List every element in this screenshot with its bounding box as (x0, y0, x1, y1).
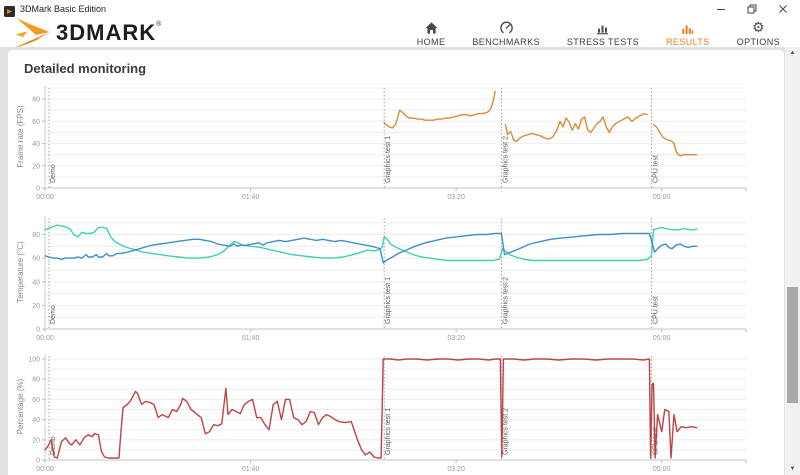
window-controls (715, 4, 800, 14)
svg-text:CPU test: CPU test (652, 296, 659, 324)
svg-text:100: 100 (28, 357, 40, 364)
svg-text:60: 60 (32, 119, 40, 126)
svg-text:03:20: 03:20 (447, 335, 465, 342)
logo-text: 3DMARK (56, 20, 157, 45)
svg-text:00:00: 00:00 (36, 466, 54, 473)
svg-text:80: 80 (32, 97, 40, 104)
nav-stress-tests[interactable]: STRESS TESTS (567, 20, 639, 47)
svg-text:Graphics test 1: Graphics test 1 (385, 277, 392, 324)
home-icon (424, 20, 439, 35)
svg-text:60: 60 (32, 397, 40, 404)
svg-text:Percentage (%): Percentage (%) (16, 378, 25, 434)
nav-results[interactable]: RESULTS (666, 20, 710, 47)
svg-text:20: 20 (32, 303, 40, 310)
gauge-icon (499, 20, 514, 35)
svg-text:40: 40 (32, 279, 40, 286)
frame-rate-chart: 0 20 40 60 80 00:00 01:40 03:20 05:00 Demo Graphic… (16, 86, 747, 201)
nav-stress-tests-label: STRESS TESTS (566, 37, 640, 47)
content-area: Detailed monitoring 0 20 40 60 80 00:00 01:40 0… (0, 47, 800, 475)
nav-benchmarks[interactable]: BENCHMARKS (472, 20, 540, 47)
svg-text:0: 0 (36, 327, 40, 334)
svg-text:Graphics test 2: Graphics test 2 (502, 277, 509, 324)
svg-text:05:00: 05:00 (653, 335, 671, 342)
svg-text:Frame rate (FPS): Frame rate (FPS) (16, 105, 25, 168)
svg-text:80: 80 (32, 232, 40, 239)
vertical-scrollbar[interactable]: ▲ ▼ (785, 47, 800, 475)
results-panel: Detailed monitoring 0 20 40 60 80 00:00 01:40 0… (8, 50, 784, 475)
nav-results-label: RESULTS (666, 37, 710, 47)
scrollbar-thumb[interactable] (787, 287, 798, 403)
nav-benchmarks-label: BENCHMARKS (472, 37, 540, 47)
restore-icon[interactable] (746, 4, 757, 14)
svg-text:0: 0 (36, 186, 40, 193)
close-icon[interactable] (777, 4, 788, 14)
gear-icon: ⚙ (752, 19, 765, 35)
nav-options[interactable]: ⚙ OPTIONS (736, 19, 780, 48)
svg-text:01:40: 01:40 (242, 335, 260, 342)
svg-text:05:00: 05:00 (653, 194, 671, 201)
nav-home-label: HOME (416, 37, 446, 47)
app-icon (4, 4, 15, 17)
temperature-chart: 0 20 40 60 80 00:00 01:40 03:20 05:00 Demo Graphic… (16, 216, 747, 342)
svg-text:60: 60 (32, 256, 40, 263)
charts-container: 0 20 40 60 80 00:00 01:40 03:20 05:00 Demo Graphic… (14, 85, 784, 473)
svg-text:Graphics test 2: Graphics test 2 (502, 136, 509, 183)
3dmark-logo: 3DMARK ® (12, 17, 161, 55)
header: 3DMARK ® HOME BENCHMARKS STRESS TESTS R (0, 17, 800, 49)
main-nav: HOME BENCHMARKS STRESS TESTS RESULTS ⚙ O… (417, 19, 780, 48)
logo-registered-mark: ® (156, 21, 162, 28)
titlebar: 3DMark Basic Edition (0, 0, 800, 18)
scroll-down-icon[interactable]: ▼ (789, 466, 796, 472)
svg-text:Graphics test 1: Graphics test 1 (385, 136, 392, 183)
svg-text:80: 80 (32, 377, 40, 384)
svg-text:Demo: Demo (50, 305, 57, 324)
svg-text:40: 40 (32, 141, 40, 148)
svg-text:03:20: 03:20 (447, 466, 465, 473)
svg-text:Graphics test 2: Graphics test 2 (502, 408, 509, 455)
svg-text:Demo: Demo (50, 164, 57, 183)
svg-text:0: 0 (36, 458, 40, 465)
percentage-chart: 0 20 40 60 80 100 00:00 01:40 03:20 05:00 Demo Grap… (16, 354, 747, 473)
svg-text:00:00: 00:00 (36, 194, 54, 201)
svg-text:Temperature (°C): Temperature (°C) (16, 241, 25, 303)
page-title: Detailed monitoring (24, 61, 147, 76)
scroll-up-icon[interactable]: ▲ (789, 50, 796, 56)
svg-text:20: 20 (32, 437, 40, 444)
svg-text:40: 40 (32, 417, 40, 424)
svg-text:Graphics test 1: Graphics test 1 (385, 408, 392, 455)
svg-text:00:00: 00:00 (36, 335, 54, 342)
bar-chart-icon (595, 20, 610, 35)
logo-chevron-icon (12, 17, 54, 55)
nav-options-label: OPTIONS (736, 37, 780, 47)
svg-text:CPU test: CPU test (652, 155, 659, 183)
window-title: 3DMark Basic Edition (20, 4, 107, 14)
minimize-icon[interactable] (715, 4, 726, 14)
svg-text:Demo: Demo (50, 436, 57, 455)
svg-text:03:20: 03:20 (447, 194, 465, 201)
nav-home[interactable]: HOME (417, 20, 446, 47)
svg-text:20: 20 (32, 163, 40, 170)
svg-text:01:40: 01:40 (242, 194, 260, 201)
svg-text:05:00: 05:00 (653, 466, 671, 473)
bar-chart-icon (680, 20, 695, 35)
svg-text:01:40: 01:40 (242, 466, 260, 473)
